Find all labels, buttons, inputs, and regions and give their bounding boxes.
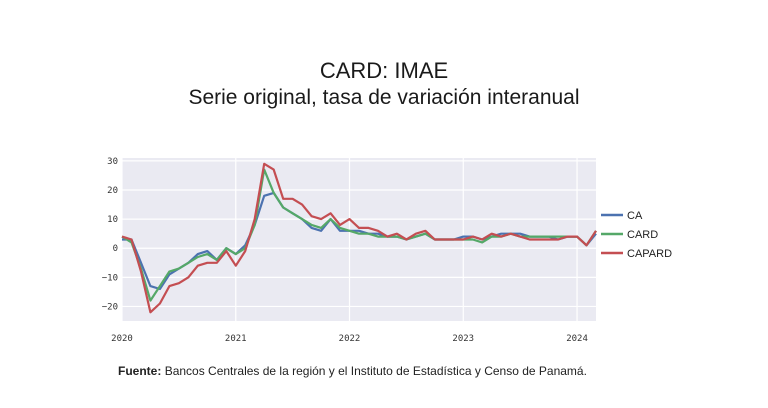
x-tick-label: 2020 bbox=[111, 334, 133, 344]
plot-area bbox=[122, 158, 596, 321]
x-tick-label: 2021 bbox=[225, 334, 247, 344]
chart-title: CARD: IMAE bbox=[319, 58, 449, 83]
source-text: Bancos Centrales de la región y el Insti… bbox=[164, 364, 587, 378]
y-tick-label: 0 bbox=[113, 244, 118, 254]
y-axis-ticks: 30 20 10 0 −10 −20 bbox=[102, 157, 118, 313]
legend-label-card: CARD bbox=[627, 229, 658, 241]
source-note: Fuente: Bancos Centrales de la región y … bbox=[118, 364, 587, 378]
series-lines bbox=[121, 162, 597, 314]
y-tick-label: 20 bbox=[107, 186, 118, 196]
chart-subtitle: Serie original, tasa de variación intera… bbox=[188, 86, 580, 109]
series-line-ca bbox=[122, 191, 597, 291]
y-tick-label: 30 bbox=[107, 157, 118, 167]
legend: CA CARD CAPARD bbox=[601, 210, 672, 260]
source-label: Fuente: bbox=[118, 364, 162, 378]
x-tick-label: 2024 bbox=[566, 334, 588, 344]
y-tick-label: −10 bbox=[102, 273, 118, 283]
legend-label-ca: CA bbox=[627, 210, 643, 222]
x-axis-ticks: 2020 2021 2022 2023 2024 bbox=[111, 334, 588, 344]
x-tick-label: 2023 bbox=[452, 334, 474, 344]
legend-label-capard: CAPARD bbox=[627, 248, 672, 260]
x-tick-label: 2022 bbox=[339, 334, 361, 344]
y-tick-label: −20 bbox=[102, 302, 118, 312]
y-tick-label: 10 bbox=[107, 215, 118, 225]
series-line-capard bbox=[121, 162, 597, 314]
